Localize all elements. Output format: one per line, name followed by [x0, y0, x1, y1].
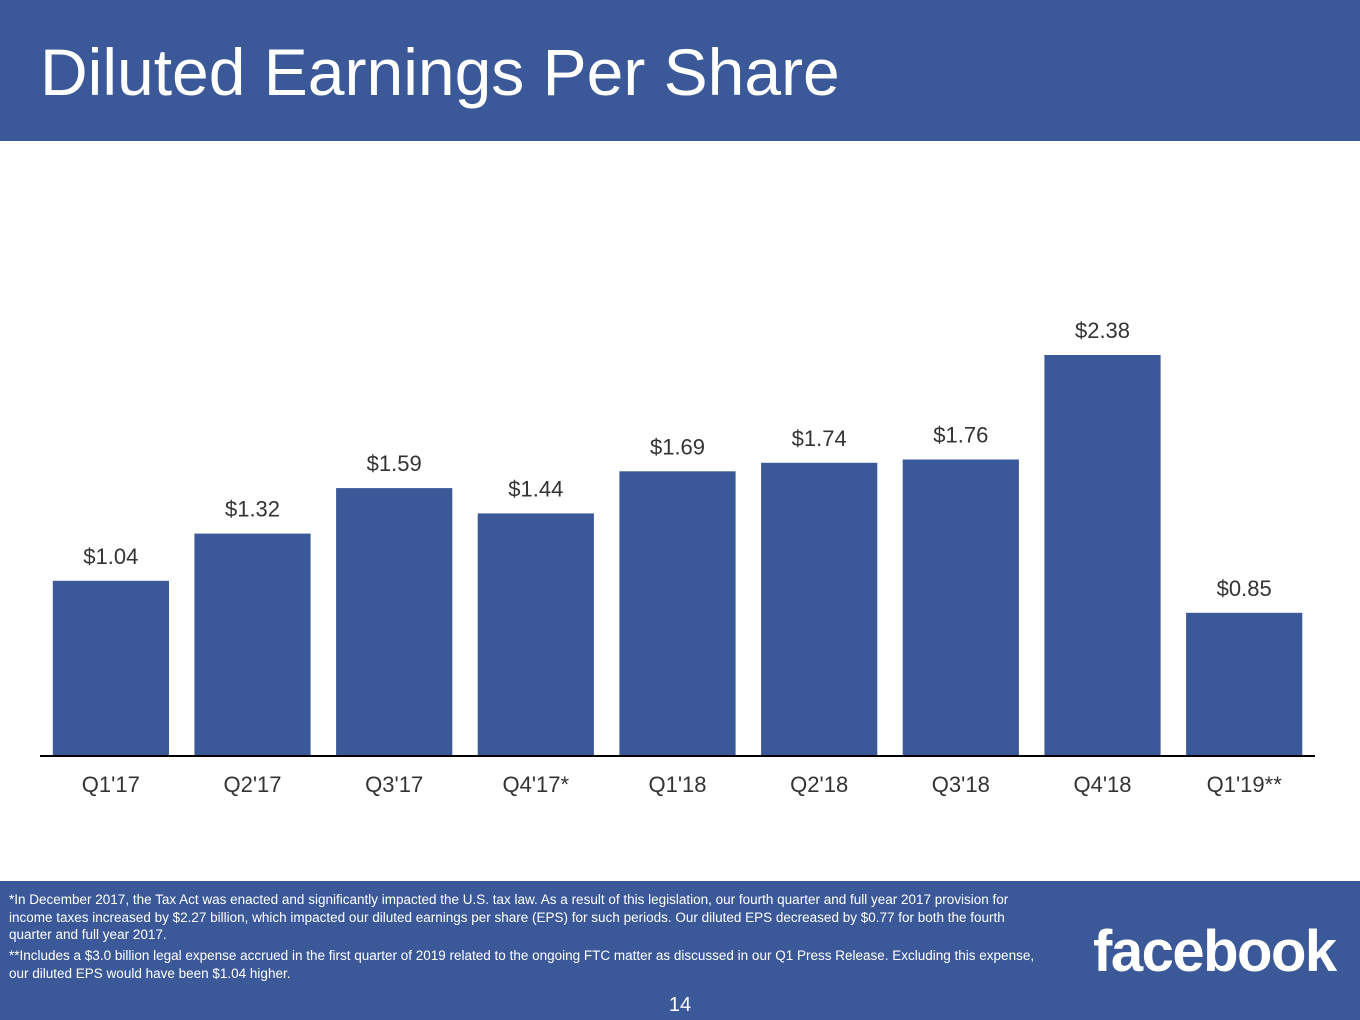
x-tick-label: Q3'18: [932, 772, 990, 797]
bar-value-label: $1.04: [83, 544, 138, 569]
bar-4: [619, 471, 736, 756]
footer-bar: *In December 2017, the Tax Act was enact…: [0, 881, 1360, 1020]
page-title: Diluted Earnings Per Share: [40, 35, 840, 109]
x-tick-label: Q4'18: [1073, 772, 1131, 797]
footnote-ftc-expense: **Includes a $3.0 billion legal expense …: [9, 948, 1035, 981]
bar-value-label: $1.44: [508, 476, 563, 501]
bar-3: [477, 513, 594, 756]
x-tick-label: Q2'18: [790, 772, 848, 797]
bar-value-label: $0.85: [1217, 576, 1272, 601]
bar-value-label: $2.38: [1075, 318, 1130, 343]
bar-1: [194, 533, 311, 756]
bar-value-label: $1.59: [367, 451, 422, 476]
x-tick-label: Q1'19**: [1207, 772, 1283, 797]
x-tick-label: Q2'17: [223, 772, 281, 797]
page-number: 14: [668, 994, 692, 1016]
bar-7: [1044, 355, 1161, 756]
x-tick-label: Q4'17*: [503, 772, 570, 797]
bar-value-label: $1.76: [933, 423, 988, 448]
bar-2: [336, 488, 453, 756]
value-labels-layer: $1.04 $1.32 $1.59 $1.44 $1.69 $1.74 $1.76 $2.38…: [83, 318, 1271, 601]
bar-8: [1186, 612, 1303, 756]
footnote-tax-act: *In December 2017, the Tax Act was enact…: [9, 892, 1009, 942]
bar-0: [52, 580, 169, 756]
x-axis-labels: Q1'17 Q2'17 Q3'17 Q4'17* Q1'18 Q2'18 Q3'18 Q4'1…: [82, 772, 1282, 797]
bar-5: [761, 462, 878, 756]
bar-value-label: $1.74: [792, 426, 847, 451]
title-bar: Diluted Earnings Per Share: [0, 0, 1360, 141]
bars-layer: [52, 355, 1303, 756]
bar-6: [902, 459, 1019, 756]
eps-bar-chart: $1.04 $1.32 $1.59 $1.44 $1.69 $1.74 $1.76 $2.38…: [40, 318, 1315, 797]
bar-value-label: $1.32: [225, 497, 280, 522]
x-tick-label: Q1'17: [82, 772, 140, 797]
x-tick-label: Q1'18: [648, 772, 706, 797]
x-tick-label: Q3'17: [365, 772, 423, 797]
facebook-logo: facebook: [1093, 919, 1337, 984]
bar-value-label: $1.69: [650, 434, 705, 459]
